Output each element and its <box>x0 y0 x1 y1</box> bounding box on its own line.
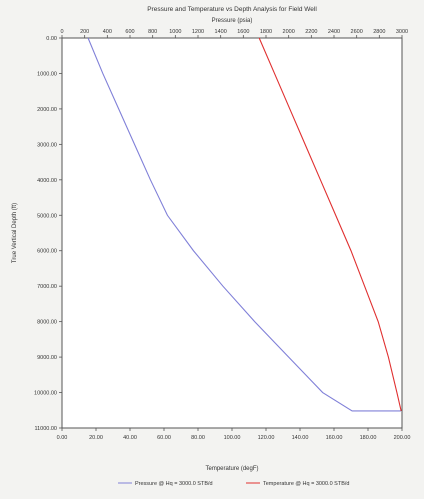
x-top-tick-label: 2600 <box>351 29 363 35</box>
x-top-tick-label: 2400 <box>328 29 340 35</box>
temperature-series-line <box>258 37 402 412</box>
x-bottom-tick-label: 120.00 <box>258 435 275 441</box>
x-top-tick-label: 600 <box>125 29 134 35</box>
x-top-tick-label: 1600 <box>237 29 249 35</box>
x-bottom-tick-label: 60.00 <box>157 435 171 441</box>
legend-temperature-label: Temperature @ Hq = 3000.0 STB/d <box>263 481 349 487</box>
y-tick-label: 0.00 <box>46 36 57 42</box>
x-bottom-tick-label: 140.00 <box>292 435 309 441</box>
x-top-tick-label: 1400 <box>215 29 227 35</box>
y-tick-label: 5000.00 <box>37 213 57 219</box>
y-tick-label: 6000.00 <box>37 249 57 255</box>
y-axis-label: True Vertical Depth (ft) <box>12 203 18 263</box>
x-bottom-tick-label: 0.00 <box>57 435 68 441</box>
y-tick-label: 2000.00 <box>37 107 57 113</box>
x-bottom-axis-label: Temperature (degF) <box>205 466 258 472</box>
x-bottom-tick-label: 40.00 <box>123 435 137 441</box>
chart-title: Pressure and Temperature vs Depth Analys… <box>147 6 317 13</box>
x-bottom-tick-label: 160.00 <box>326 435 343 441</box>
x-top-tick-label: 3000 <box>396 29 408 35</box>
x-top-tick-label: 400 <box>103 29 112 35</box>
x-bottom-tick-label: 200.00 <box>394 435 411 441</box>
x-top-axis-label: Pressure (psia) <box>212 18 253 24</box>
x-top-tick-label: 800 <box>148 29 157 35</box>
y-tick-label: 4000.00 <box>37 178 57 184</box>
pressure-series-line <box>87 37 401 412</box>
x-top-tick-label: 0 <box>60 29 63 35</box>
y-tick-label: 3000.00 <box>37 142 57 148</box>
y-tick-label: 7000.00 <box>37 284 57 290</box>
axis-ticks: 0 200 400 600 800 1000 1200 1400 1600 1800 2000 220… <box>34 29 410 441</box>
x-bottom-tick-label: 100.00 <box>224 435 241 441</box>
x-top-tick-label: 1000 <box>169 29 181 35</box>
x-top-tick-label: 2000 <box>283 29 295 35</box>
x-bottom-tick-label: 20.00 <box>89 435 103 441</box>
x-top-tick-label: 2800 <box>373 29 385 35</box>
x-top-tick-label: 1800 <box>260 29 272 35</box>
series-lines <box>87 37 402 412</box>
x-top-tick-label: 200 <box>80 29 89 35</box>
x-top-tick-label: 1200 <box>192 29 204 35</box>
x-bottom-tick-label: 80.00 <box>191 435 205 441</box>
legend-pressure-label: Pressure @ Hq = 3000.0 STB/d <box>135 481 213 487</box>
y-tick-label: 11000.00 <box>34 426 57 432</box>
x-bottom-tick-label: 180.00 <box>360 435 377 441</box>
y-tick-label: 1000.00 <box>37 71 57 77</box>
y-tick-label: 9000.00 <box>37 355 57 361</box>
y-tick-label: 10000.00 <box>34 391 57 397</box>
x-top-tick-label: 2200 <box>305 29 317 35</box>
plot-area <box>61 37 403 429</box>
y-tick-label: 8000.00 <box>37 320 57 326</box>
legend: Pressure @ Hq = 3000.0 STB/d Temperature… <box>118 481 349 487</box>
